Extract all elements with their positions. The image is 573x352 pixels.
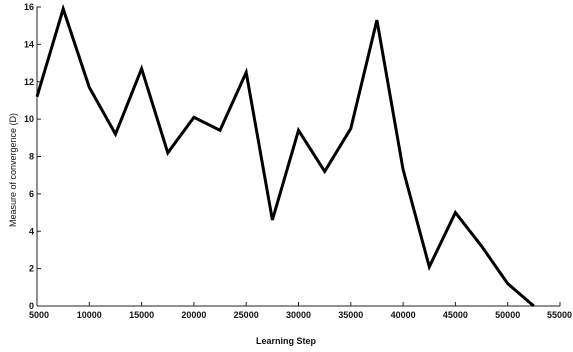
x-tick-label: 50000 — [495, 310, 520, 320]
y-axis-ticks: 0 2 4 6 8 10 12 14 16 — [24, 2, 41, 311]
x-tick-label: 25000 — [234, 310, 259, 320]
x-tick-label: 20000 — [181, 310, 206, 320]
y-tick-label: 8 — [29, 152, 34, 162]
x-tick-label: 5000 — [29, 310, 49, 320]
x-tick-label: 30000 — [286, 310, 311, 320]
y-tick-label: 4 — [29, 226, 34, 236]
plot-frame — [36, 7, 560, 307]
x-tick-label: 10000 — [77, 310, 102, 320]
y-tick-label: 10 — [24, 114, 34, 124]
y-tick-label: 14 — [24, 39, 34, 49]
x-tick-label: 35000 — [338, 310, 363, 320]
y-tick-label: 6 — [29, 189, 34, 199]
series-layer — [35, 3, 535, 308]
x-tick-label: 15000 — [129, 310, 154, 320]
x-tick-label: 55000 — [547, 310, 572, 320]
y-tick-label: 2 — [29, 264, 34, 274]
x-axis-ticks: 5000 10000 15000 20000 25000 30000 35000 40000 4… — [29, 302, 572, 320]
x-tick-label: 45000 — [443, 310, 468, 320]
x-tick-label: 40000 — [391, 310, 416, 320]
y-tick-label: 0 — [29, 301, 34, 311]
y-tick-label: 12 — [24, 77, 34, 87]
y-tick-label: 16 — [24, 2, 34, 12]
x-axis-label: Learning Step — [256, 336, 317, 346]
y-axis-label: Measure of convergence (D) — [8, 113, 18, 227]
series-line — [35, 3, 535, 308]
